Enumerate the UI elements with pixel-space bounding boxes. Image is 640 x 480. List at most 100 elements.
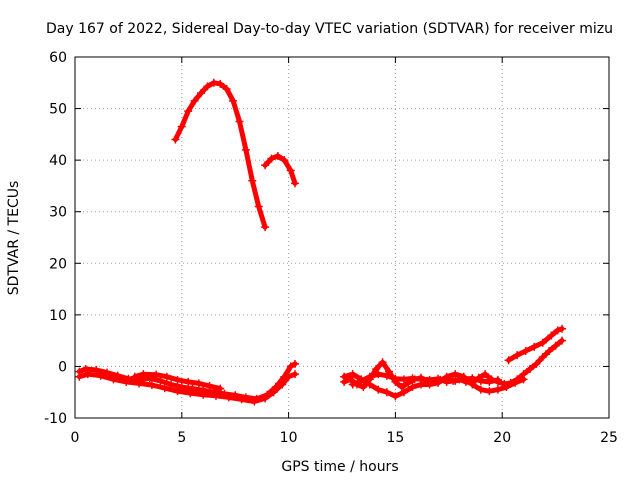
data-point	[267, 154, 276, 163]
data-point	[399, 375, 408, 384]
grid	[75, 57, 609, 418]
data-point	[525, 365, 534, 374]
data-point	[340, 372, 349, 381]
data-point	[553, 326, 562, 335]
data-point	[261, 223, 270, 232]
y-tick-label: 20	[49, 256, 67, 272]
data-point	[538, 338, 547, 347]
data-point	[502, 383, 511, 392]
data-point	[476, 385, 485, 394]
series-arc-1	[171, 78, 270, 232]
data-point	[122, 377, 131, 386]
x-tick-label: 10	[280, 430, 298, 446]
data-point	[203, 82, 212, 91]
plot-area	[75, 78, 567, 406]
data-point	[75, 372, 84, 381]
y-tick-label: 0	[58, 359, 67, 375]
data-point	[209, 78, 218, 87]
data-point	[286, 166, 295, 175]
data-point	[545, 346, 554, 355]
data-point	[558, 324, 567, 333]
data-point	[147, 380, 156, 389]
data-point	[96, 371, 105, 380]
data-point	[442, 375, 451, 384]
series-arc-7	[340, 370, 528, 401]
data-point	[493, 375, 502, 384]
data-point	[451, 376, 460, 385]
data-point	[160, 384, 169, 393]
data-point	[504, 356, 513, 365]
data-point	[162, 372, 171, 381]
data-point	[511, 378, 520, 387]
data-point	[205, 382, 214, 391]
data-point	[476, 376, 485, 385]
data-point	[216, 384, 225, 393]
data-point	[254, 202, 263, 211]
data-point	[211, 391, 220, 400]
data-point	[365, 380, 374, 389]
y-tick-label: -10	[44, 411, 67, 427]
data-point	[481, 370, 490, 379]
y-axis-label: SDTVAR / TECUs	[6, 181, 22, 296]
data-point	[291, 370, 300, 379]
data-point	[374, 370, 383, 379]
data-point	[382, 388, 391, 397]
data-point	[135, 379, 144, 388]
data-point	[237, 395, 246, 404]
data-point	[451, 370, 460, 379]
data-point	[348, 370, 357, 379]
data-point	[139, 370, 148, 379]
data-point	[391, 392, 400, 401]
data-point	[248, 176, 257, 185]
data-point	[547, 331, 556, 340]
data-point	[399, 388, 408, 397]
data-point	[152, 370, 161, 379]
data-point	[241, 145, 250, 154]
data-point	[222, 84, 231, 93]
x-tick-label: 20	[493, 430, 511, 446]
data-point	[224, 393, 233, 402]
data-point	[558, 336, 567, 345]
data-point	[425, 375, 434, 384]
data-point	[365, 372, 374, 381]
data-point	[173, 375, 182, 384]
data-point	[83, 370, 92, 379]
x-tick-label: 25	[600, 430, 618, 446]
chart-title: Day 167 of 2022, Sidereal Day-to-day VTE…	[46, 21, 613, 37]
data-point	[284, 372, 293, 381]
data-point	[538, 353, 547, 362]
series-arc-2	[261, 152, 300, 188]
data-point	[171, 135, 180, 144]
data-point	[434, 374, 443, 383]
data-point	[359, 383, 368, 392]
data-point	[280, 156, 289, 165]
data-point	[269, 388, 278, 397]
data-point	[459, 375, 468, 384]
data-point	[519, 375, 528, 384]
data-point	[130, 372, 139, 381]
data-point	[532, 359, 541, 368]
data-point	[235, 117, 244, 126]
x-tick-label: 5	[177, 430, 186, 446]
data-point	[348, 380, 357, 389]
data-point	[109, 375, 118, 384]
data-point	[468, 374, 477, 383]
data-point	[408, 374, 417, 383]
data-point	[291, 179, 300, 188]
data-point	[382, 371, 391, 380]
data-point	[372, 365, 381, 374]
y-tick-label: 30	[49, 205, 67, 221]
data-point	[156, 376, 165, 385]
x-tick-label: 0	[71, 430, 80, 446]
y-tick-label: 60	[49, 50, 67, 66]
data-point	[485, 377, 494, 386]
data-point	[199, 390, 208, 399]
plot-frame	[74, 56, 610, 419]
data-point	[291, 359, 300, 368]
data-point	[194, 379, 203, 388]
x-tick-label: 15	[386, 430, 404, 446]
data-point	[250, 397, 259, 406]
data-point	[513, 351, 522, 360]
